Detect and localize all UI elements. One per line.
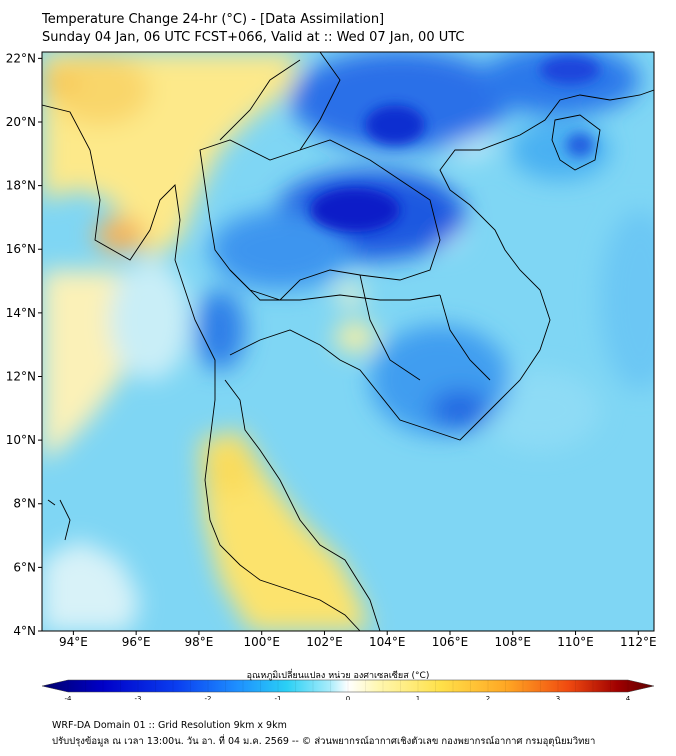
lon-label: 106°E xyxy=(432,635,469,649)
lon-label: 102°E xyxy=(306,635,343,649)
footer-model-info: WRF-DA Domain 01 :: Grid Resolution 9km … xyxy=(52,720,287,731)
lat-label: 12°N xyxy=(6,369,36,383)
lat-label: 16°N xyxy=(6,242,36,256)
lon-label: 96°E xyxy=(122,635,151,649)
lat-label: 4°N xyxy=(13,624,36,638)
map-subtitle: Sunday 04 Jan, 06 UTC FCST+066, Valid at… xyxy=(42,30,465,45)
lat-label: 10°N xyxy=(6,433,36,447)
lon-label: 112°E xyxy=(620,635,657,649)
temperature-field xyxy=(42,52,654,631)
map-frame xyxy=(41,51,655,632)
lat-label: 20°N xyxy=(6,115,36,129)
lon-label: 108°E xyxy=(495,635,532,649)
lat-label: 8°N xyxy=(13,497,36,511)
lon-label: 110°E xyxy=(557,635,594,649)
colorbar-tick-label: 1 xyxy=(416,695,420,700)
colorbar-tick-label: 0 xyxy=(346,695,350,700)
temperature-map: 22°N 20°N 18°N 16°N 14°N 12°N 10°N 8°N 6°N 4°N 94… xyxy=(6,51,657,700)
colorbar-tick-label: 2 xyxy=(486,695,490,700)
colorbar-tick-label: 4 xyxy=(626,695,631,700)
lat-label: 22°N xyxy=(6,51,36,65)
longitude-axis: 94°E 96°E 98°E 100°E 102°E 104°E 106°E 108°E 110… xyxy=(59,631,657,649)
lon-label: 94°E xyxy=(59,635,88,649)
lat-label: 14°N xyxy=(6,306,36,320)
lon-label: 98°E xyxy=(184,635,213,649)
coastlines-borders xyxy=(42,52,654,631)
lat-label: 18°N xyxy=(6,179,36,193)
lon-label: 104°E xyxy=(369,635,406,649)
footer-credit: ปรับปรุงข้อมูล ณ เวลา 13:00น. วัน อา. ที… xyxy=(52,736,596,747)
colorbar-tick-label: -2 xyxy=(205,695,212,700)
latitude-axis: 22°N 20°N 18°N 16°N 14°N 12°N 10°N 8°N 6°N 4°N xyxy=(6,51,42,638)
colorbar: -4 -3 -2 -1 0 1 2 3 4 xyxy=(41,679,655,700)
colorbar-tick-label: -3 xyxy=(135,695,142,700)
colorbar-label: อุณหภูมิเปลี่ยนแปลง หน่วย องศาเซลเซียส (… xyxy=(246,671,430,681)
colorbar-tick-label: 3 xyxy=(556,695,560,700)
lat-label: 6°N xyxy=(13,560,36,574)
lon-label: 100°E xyxy=(243,635,280,649)
map-title: Temperature Change 24-hr (°C) - [Data As… xyxy=(42,12,385,27)
colorbar-tick-label: -4 xyxy=(65,695,73,700)
colorbar-tick-label: -1 xyxy=(275,695,282,700)
